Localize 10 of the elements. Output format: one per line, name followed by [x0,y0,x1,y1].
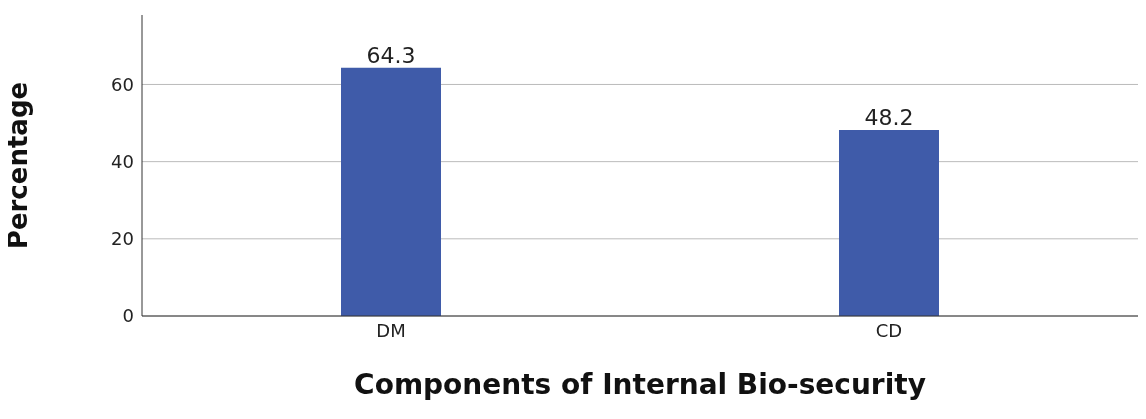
data-label: 64.3 [366,42,416,68]
y-tick-label: 40 [111,151,134,173]
y-axis-title: Percentage [3,81,34,250]
y-tick-label: 0 [122,305,134,327]
x-tick-label: CD [875,319,903,341]
data-label: 48.2 [864,105,914,130]
x-tick-label: DM [376,319,406,341]
y-tick-label: 60 [111,73,134,95]
y-tick-label: 20 [111,228,134,250]
x-axis-title: Components of Internal Bio-security [354,368,926,401]
